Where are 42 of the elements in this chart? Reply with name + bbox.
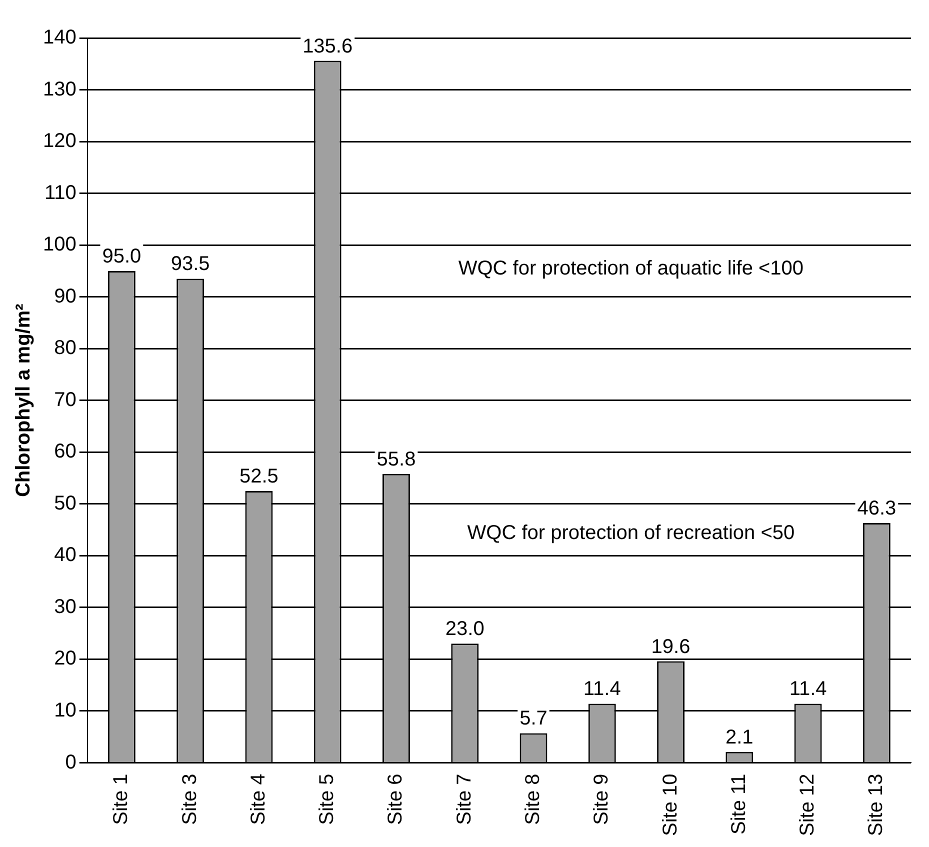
data-label: 23.0 xyxy=(445,618,484,640)
y-tick-label: 50 xyxy=(54,492,76,514)
data-label: 93.5 xyxy=(170,253,210,276)
data-label: 55.8 xyxy=(376,448,416,470)
x-tick-label: Site 1 xyxy=(110,774,132,825)
y-tick-label: 0 xyxy=(65,751,76,774)
data-label: 52.5 xyxy=(239,465,278,488)
x-tick-label: Site 9 xyxy=(590,774,613,825)
y-tick-label: 130 xyxy=(42,78,76,100)
x-tick-label: Site 7 xyxy=(453,774,476,825)
x-tick-label: Site 13 xyxy=(865,774,888,836)
y-tick-label: 30 xyxy=(54,596,76,618)
y-tick-label: 70 xyxy=(54,388,76,411)
y-tick-label: 90 xyxy=(54,285,76,308)
x-tick-label: Site 8 xyxy=(522,774,544,825)
y-tick-label: 120 xyxy=(42,130,76,152)
annotation: WQC for protection of aquatic life <100 xyxy=(458,258,804,280)
data-label: 2.1 xyxy=(726,726,754,748)
y-tick-label: 140 xyxy=(42,26,76,49)
data-label: 135.6 xyxy=(302,35,353,58)
y-tick-label: 10 xyxy=(54,699,76,722)
y-tick-label: 100 xyxy=(42,234,76,256)
y-axis-title: Chlorophyll a mg/m² xyxy=(12,303,35,498)
y-tick-label: 20 xyxy=(54,648,76,670)
data-label: 11.4 xyxy=(789,678,827,700)
x-tick-label: Site 5 xyxy=(316,774,338,825)
y-tick-label: 60 xyxy=(54,440,76,463)
y-tick-label: 80 xyxy=(54,337,76,360)
x-tick-label: Site 12 xyxy=(796,774,819,836)
x-tick-label: Site 10 xyxy=(659,774,682,836)
data-label: 46.3 xyxy=(857,498,896,520)
data-label: 19.6 xyxy=(651,636,690,658)
x-tick-label: Site 11 xyxy=(728,774,750,835)
data-label: 5.7 xyxy=(520,708,548,730)
annotation: WQC for protection of recreation <50 xyxy=(467,522,795,544)
data-label: 95.0 xyxy=(102,245,142,268)
x-tick-label: Site 4 xyxy=(247,774,270,825)
x-tick-label: Site 6 xyxy=(384,774,407,825)
y-tick-label: 40 xyxy=(54,544,76,566)
data-label: 11.4 xyxy=(583,678,621,700)
y-tick-label: 110 xyxy=(44,182,76,204)
x-tick-label: Site 3 xyxy=(178,774,201,825)
